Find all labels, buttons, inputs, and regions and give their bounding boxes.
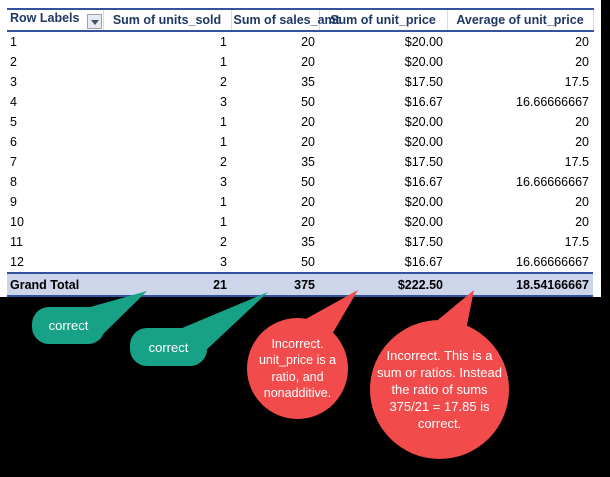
row-label-cell: 7	[10, 155, 17, 169]
row-label-cell: 4	[10, 95, 17, 109]
unit-price-cell: $16.67	[404, 95, 443, 109]
grand-total-sales-amt: 375	[231, 272, 319, 297]
column-header-units-sold: Sum of units_sold	[103, 8, 232, 32]
units-sold-cell: 1	[220, 55, 227, 69]
avg-unit-price-cell: 16.66666667	[516, 175, 589, 189]
table-row: 12 3 50 $16.67 16.66666667	[7, 252, 593, 273]
column-header-unit-price: Sum of unit_price	[319, 8, 448, 32]
sales-amt-cell: 35	[301, 75, 315, 89]
grand-total-units-sold: 21	[103, 272, 231, 297]
spreadsheet-background	[0, 0, 601, 297]
grand-total-label: Grand Total	[7, 272, 103, 297]
callout-text: Incorrect. This is a sum or ratios. Inst…	[377, 347, 502, 432]
avg-unit-price-cell: 17.5	[564, 75, 589, 89]
table-row: 10 1 20 $20.00 20	[7, 212, 593, 232]
table-row: 8 3 50 $16.67 16.66666667	[7, 172, 593, 192]
row-labels-text: Row Labels	[10, 11, 80, 25]
unit-price-cell: $20.00	[404, 215, 443, 229]
row-label-cell: 10	[10, 215, 24, 229]
sales-amt-cell: 20	[301, 215, 315, 229]
header-row: Row Labels Sum of units_sold Sum of sale…	[7, 8, 594, 32]
avg-unit-price-cell: 17.5	[564, 155, 589, 169]
column-header-row-labels: Row Labels	[7, 8, 104, 32]
units-sold-cell: 2	[220, 75, 227, 89]
row-label-cell: 8	[10, 175, 17, 189]
avg-unit-price-cell: 20	[575, 195, 589, 209]
units-sold-cell: 1	[220, 135, 227, 149]
sales-amt-cell: 20	[301, 55, 315, 69]
sales-amt-cell: 50	[301, 175, 315, 189]
row-label-cell: 12	[10, 255, 24, 269]
table-row: 7 2 35 $17.50 17.5	[7, 152, 593, 172]
table-row: 2 1 20 $20.00 20	[7, 52, 593, 72]
table-row: 3 2 35 $17.50 17.5	[7, 72, 593, 92]
table-row: 1 1 20 $20.00 20	[7, 31, 593, 52]
units-sold-cell: 3	[220, 175, 227, 189]
table-row: 11 2 35 $17.50 17.5	[7, 232, 593, 252]
callout-correct-sales-amt: correct	[130, 328, 207, 366]
chevron-down-icon	[90, 20, 99, 25]
units-sold-cell: 3	[220, 95, 227, 109]
unit-price-cell: $20.00	[404, 115, 443, 129]
units-sold-cell: 1	[220, 115, 227, 129]
unit-price-cell: $16.67	[404, 175, 443, 189]
sales-amt-cell: 35	[301, 155, 315, 169]
avg-unit-price-cell: 17.5	[564, 235, 589, 249]
callout-correct-units-sold: correct	[32, 307, 105, 344]
grand-total-unit-price: $222.50	[319, 272, 447, 297]
sales-amt-cell: 20	[301, 35, 315, 49]
units-sold-cell: 3	[220, 255, 227, 269]
callout-incorrect-avg-unit-price: Incorrect. This is a sum or ratios. Inst…	[370, 320, 509, 459]
units-sold-cell: 2	[220, 235, 227, 249]
units-sold-cell: 1	[220, 35, 227, 49]
sales-amt-cell: 20	[301, 115, 315, 129]
row-label-cell: 1	[10, 35, 17, 49]
unit-price-cell: $16.67	[404, 255, 443, 269]
sales-amt-cell: 50	[301, 255, 315, 269]
avg-unit-price-cell: 20	[575, 115, 589, 129]
avg-unit-price-cell: 20	[575, 35, 589, 49]
avg-unit-price-cell: 20	[575, 215, 589, 229]
sales-amt-cell: 50	[301, 95, 315, 109]
callout-text: Incorrect. unit_price is a ratio, and no…	[258, 337, 337, 400]
avg-unit-price-cell: 16.66666667	[516, 95, 589, 109]
filter-dropdown-button[interactable]	[87, 14, 103, 29]
avg-unit-price-cell: 20	[575, 135, 589, 149]
sales-amt-cell: 20	[301, 135, 315, 149]
sales-amt-cell: 35	[301, 235, 315, 249]
pivot-table: Row Labels Sum of units_sold Sum of sale…	[7, 8, 594, 297]
unit-price-cell: $17.50	[404, 235, 443, 249]
unit-price-cell: $17.50	[404, 75, 443, 89]
units-sold-cell: 1	[220, 215, 227, 229]
table-row: 9 1 20 $20.00 20	[7, 192, 593, 212]
unit-price-cell: $20.00	[404, 35, 443, 49]
callout-text: correct	[48, 318, 89, 333]
table-row: 5 1 20 $20.00 20	[7, 112, 593, 132]
row-label-cell: 9	[10, 195, 17, 209]
row-label-cell: 2	[10, 55, 17, 69]
table-row: 4 3 50 $16.67 16.66666667	[7, 92, 593, 112]
row-label-cell: 6	[10, 135, 17, 149]
callout-incorrect-unit-price: Incorrect. unit_price is a ratio, and no…	[247, 318, 348, 419]
avg-unit-price-cell: 20	[575, 55, 589, 69]
units-sold-cell: 2	[220, 155, 227, 169]
row-label-cell: 11	[10, 235, 23, 249]
units-sold-cell: 1	[220, 195, 227, 209]
row-label-cell: 5	[10, 115, 17, 129]
column-header-avg-unit-price: Average of unit_price	[447, 8, 594, 32]
unit-price-cell: $20.00	[404, 195, 443, 209]
callout-text: correct	[148, 339, 189, 355]
grand-total-row: Grand Total 21 375 $222.50 18.54166667	[7, 272, 593, 297]
unit-price-cell: $20.00	[404, 55, 443, 69]
table-row: 6 1 20 $20.00 20	[7, 132, 593, 152]
column-header-sales-amt: Sum of sales_amt	[231, 8, 340, 32]
sales-amt-cell: 20	[301, 195, 315, 209]
avg-unit-price-cell: 16.66666667	[516, 255, 589, 269]
unit-price-cell: $20.00	[404, 135, 443, 149]
unit-price-cell: $17.50	[404, 155, 443, 169]
row-label-cell: 3	[10, 75, 17, 89]
